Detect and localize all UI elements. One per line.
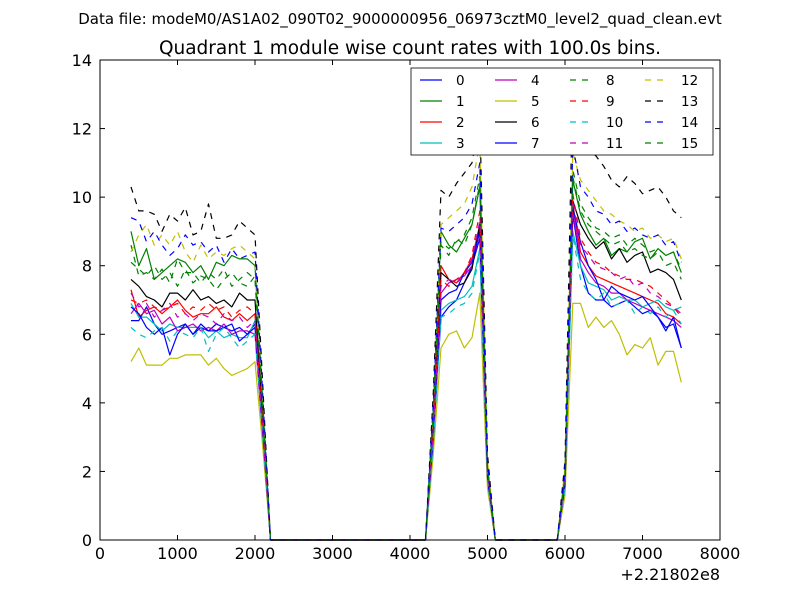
series-line-5	[130, 292, 682, 541]
legend-label-11: 11	[606, 136, 623, 152]
x-tick-label: 6000	[545, 544, 586, 563]
legend-label-15: 15	[681, 136, 698, 152]
x-tick-label: 7000	[622, 544, 663, 563]
y-tick-label: 0	[82, 531, 92, 550]
x-tick-label: 5000	[467, 544, 508, 563]
series-line-4	[130, 210, 682, 541]
y-tick-label: 10	[72, 188, 92, 207]
legend-label-8: 8	[606, 73, 615, 89]
y-tick-label: 12	[72, 120, 92, 139]
legend-frame	[410, 67, 714, 156]
legend-label-14: 14	[681, 115, 698, 131]
series-layer	[130, 79, 682, 541]
legend-label-9: 9	[606, 94, 615, 110]
ticks-layer: 0 1000 2000 3000 4000 5000 6000 7000 80000246810…	[72, 51, 741, 563]
legend-label-5: 5	[531, 94, 540, 110]
legend-label-2: 2	[456, 115, 465, 131]
x-tick-label: 1000	[157, 544, 198, 563]
chart-suptitle: Data file: modeM0/AS1A02_090T02_90000009…	[78, 10, 722, 29]
y-tick-label: 4	[82, 394, 92, 413]
legend-label-7: 7	[531, 136, 540, 152]
x-tick-label: 2000	[235, 544, 276, 563]
legend-label-13: 13	[681, 94, 698, 110]
y-tick-label: 8	[82, 257, 92, 276]
y-tick-label: 6	[82, 325, 92, 344]
legend-label-4: 4	[531, 73, 540, 89]
legend-label-12: 12	[681, 73, 698, 89]
legend-label-0: 0	[456, 73, 465, 89]
x-offset-label: +2.21802e8	[620, 565, 720, 584]
y-tick-label: 2	[82, 462, 92, 481]
x-tick-label: 3000	[312, 544, 353, 563]
legend-label-3: 3	[456, 136, 465, 152]
series-line-14	[130, 145, 682, 541]
series-line-1	[130, 179, 682, 541]
series-line-7	[130, 206, 682, 541]
series-line-12	[130, 141, 682, 541]
legend-label-10: 10	[606, 115, 623, 131]
series-line-11	[130, 200, 682, 541]
chart-title: Quadrant 1 module wise count rates with …	[159, 38, 661, 59]
x-tick-label: 4000	[390, 544, 431, 563]
series-line-10	[130, 234, 682, 541]
x-tick-label: 0	[95, 544, 105, 563]
series-line-6	[130, 200, 682, 541]
y-tick-label: 14	[72, 51, 92, 70]
x-tick-label: 8000	[700, 544, 741, 563]
legend-label-6: 6	[531, 115, 540, 131]
series-line-3	[130, 230, 682, 541]
series-line-8	[130, 169, 682, 541]
legend-label-1: 1	[456, 94, 465, 110]
